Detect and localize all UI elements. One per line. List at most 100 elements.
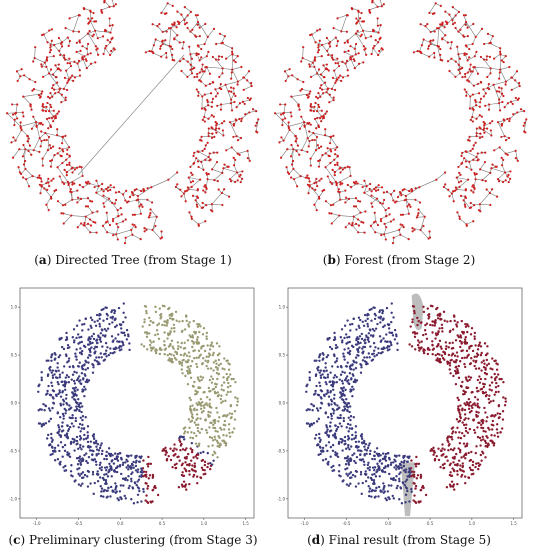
tree-node: [48, 184, 51, 188]
scatter-point: [118, 340, 121, 343]
tree-node: [85, 59, 88, 63]
tree-node: [93, 185, 96, 189]
tree-node: [55, 188, 58, 192]
tree-node: [474, 141, 477, 144]
tree-edge: [52, 68, 58, 75]
tree-node: [472, 66, 475, 69]
tree-node: [363, 231, 366, 234]
tree-node: [45, 56, 49, 59]
tree-edge: [73, 14, 80, 32]
tree-edge: [255, 119, 259, 132]
scatter-point: [122, 320, 125, 324]
tree-node: [450, 41, 453, 44]
scatter-point: [379, 321, 382, 324]
scatter-point: [137, 460, 141, 463]
scatter-point: [74, 417, 77, 420]
tree-node: [215, 122, 219, 125]
scatter-point: [173, 326, 176, 330]
tree-node: [351, 8, 354, 11]
x-tick-label: 1.0: [469, 521, 476, 526]
tree-node: [444, 34, 447, 37]
tree-node: [246, 79, 249, 82]
tree-node: [231, 68, 234, 71]
tree-edge: [15, 129, 22, 141]
scatter-point: [149, 462, 153, 466]
scatter-point: [96, 470, 99, 473]
scatter-point: [189, 436, 192, 439]
tree-node: [66, 153, 69, 156]
tree-node: [337, 190, 340, 193]
tree-node: [203, 120, 206, 123]
tree-edge: [316, 110, 322, 117]
scatter-point: [235, 403, 239, 407]
scatter-point: [195, 475, 199, 478]
tree-node: [283, 70, 287, 73]
tree-node: [47, 95, 50, 98]
scatter-point: [170, 353, 173, 356]
tree-edge: [144, 227, 153, 231]
tree-node: [511, 102, 514, 106]
scatter-point: [47, 433, 50, 437]
scatter-point: [197, 349, 201, 353]
scatter-point: [475, 410, 478, 414]
tree-node: [298, 127, 301, 130]
scatter-point: [92, 441, 96, 444]
tree-edge: [489, 192, 498, 197]
tree-node: [360, 220, 363, 224]
tree-node: [330, 56, 334, 59]
scatter-point: [152, 321, 155, 324]
tree-node: [206, 178, 209, 181]
tree-edge: [152, 229, 161, 239]
tree-node: [225, 149, 228, 152]
tree-node: [166, 2, 169, 5]
tree-node: [518, 84, 521, 88]
scatter-point: [179, 353, 183, 357]
tree-node: [298, 108, 301, 111]
tree-node: [50, 39, 53, 42]
tree-edge: [420, 216, 425, 231]
tree-node: [458, 171, 461, 174]
tree-edge: [87, 206, 93, 213]
scatter-point: [329, 455, 332, 458]
scatter-point: [127, 454, 130, 458]
tree-node: [191, 173, 194, 176]
scatter-point: [91, 318, 94, 322]
tree-node: [439, 53, 442, 56]
tree-node: [463, 203, 467, 206]
tree-node: [217, 58, 220, 61]
tree-node: [463, 157, 466, 160]
tree-node: [439, 47, 442, 51]
tree-node: [68, 163, 71, 166]
tree-edge: [232, 66, 242, 70]
scatter-point: [96, 479, 100, 483]
tree-node: [234, 118, 237, 121]
tree-node: [455, 188, 458, 191]
tree-node: [339, 183, 342, 186]
y-tick-label: -0.5: [277, 448, 285, 453]
scatter-point: [159, 317, 162, 320]
tree-node: [19, 126, 22, 130]
tree-node: [312, 110, 316, 113]
tree-node: [496, 178, 500, 181]
tree-node: [496, 121, 500, 124]
scatter-point: [183, 432, 186, 435]
scatter-point: [234, 380, 237, 384]
tree-node: [81, 174, 84, 178]
scatter-point: [190, 431, 193, 434]
scatter-point: [194, 423, 198, 427]
tree-node: [464, 160, 467, 163]
tree-node: [214, 58, 218, 61]
tree-node: [240, 65, 243, 69]
scatter-point: [105, 482, 108, 486]
tree-node: [292, 148, 295, 151]
tree-node: [360, 11, 363, 15]
tree-node: [482, 88, 485, 91]
tree-node: [335, 44, 338, 47]
tree-node: [464, 14, 467, 17]
tree-edge: [188, 46, 191, 55]
tree-node: [320, 109, 323, 112]
tree-node: [291, 159, 295, 163]
scatter-point: [136, 480, 139, 483]
tree-node: [469, 201, 472, 205]
scatter-point: [426, 307, 429, 310]
